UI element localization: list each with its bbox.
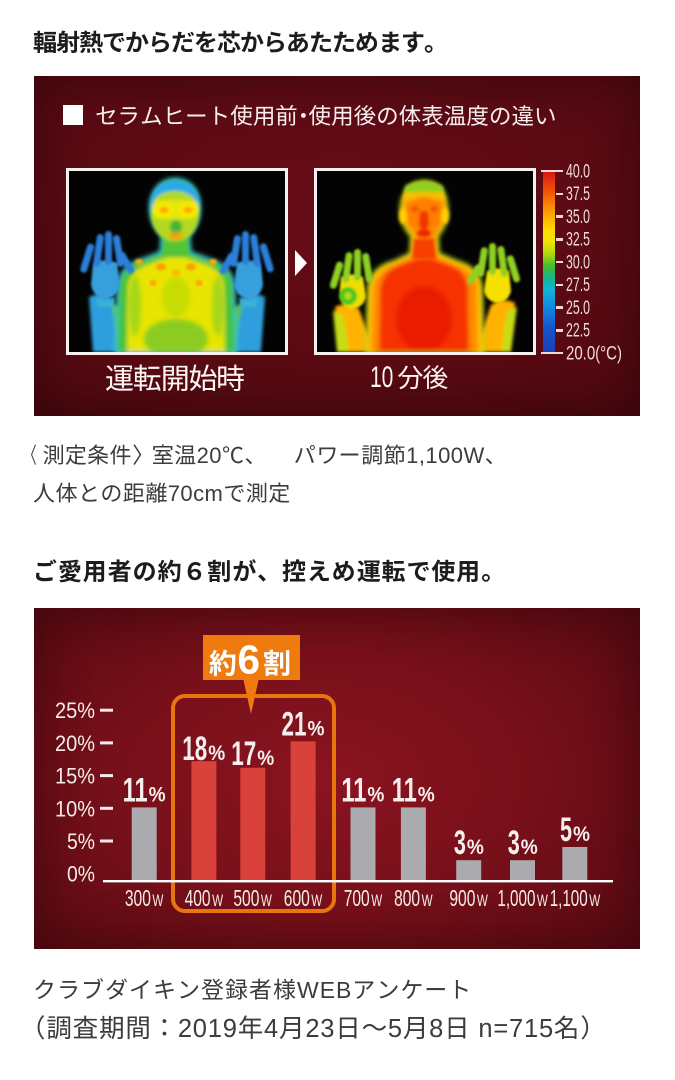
- svg-text:40.0: 40.0: [566, 156, 590, 183]
- svg-text:%: %: [308, 717, 325, 740]
- svg-text:22.5: 22.5: [566, 316, 590, 343]
- svg-text:%: %: [149, 783, 166, 806]
- svg-text:W: W: [477, 891, 488, 910]
- svg-text:W: W: [311, 891, 322, 910]
- svg-text:%: %: [367, 783, 384, 806]
- svg-text:500: 500: [233, 885, 259, 911]
- svg-text:20%: 20%: [55, 731, 95, 756]
- svg-text:0%: 0%: [67, 862, 95, 887]
- svg-text:27.5: 27.5: [566, 270, 590, 297]
- svg-text:割: 割: [263, 643, 291, 683]
- svg-text:%: %: [521, 836, 538, 859]
- svg-text:約: 約: [209, 643, 237, 683]
- svg-text:5: 5: [560, 811, 572, 849]
- svg-text:10%: 10%: [55, 796, 95, 821]
- svg-text:30.0: 30.0: [566, 247, 590, 274]
- svg-text:11: 11: [341, 771, 366, 809]
- svg-text:W: W: [589, 891, 600, 910]
- svg-text:W: W: [537, 891, 548, 910]
- svg-text:25.0: 25.0: [566, 293, 590, 320]
- svg-text:%: %: [573, 823, 590, 846]
- svg-text:11: 11: [392, 771, 417, 809]
- svg-text:18: 18: [182, 730, 207, 768]
- svg-text:W: W: [371, 891, 382, 910]
- svg-text:20.0(°C): 20.0(°C): [566, 338, 622, 365]
- svg-text:1,100: 1,100: [550, 885, 588, 911]
- svg-text:3: 3: [508, 824, 520, 862]
- svg-text:1,000: 1,000: [497, 885, 535, 911]
- svg-text:%: %: [418, 783, 435, 806]
- svg-text:15%: 15%: [55, 764, 95, 789]
- svg-text:17: 17: [231, 735, 256, 773]
- svg-text:5%: 5%: [67, 829, 95, 854]
- svg-text:35.0: 35.0: [566, 202, 590, 229]
- svg-text:6: 6: [238, 637, 261, 683]
- svg-text:%: %: [257, 747, 274, 770]
- svg-text:32.5: 32.5: [566, 225, 590, 252]
- svg-text:W: W: [422, 891, 433, 910]
- svg-text:600: 600: [284, 885, 310, 911]
- svg-text:400: 400: [185, 885, 211, 911]
- svg-text:3: 3: [454, 824, 466, 862]
- svg-text:W: W: [152, 891, 163, 910]
- svg-text:37.5: 37.5: [566, 179, 590, 206]
- svg-text:900: 900: [449, 885, 475, 911]
- svg-text:W: W: [261, 891, 272, 910]
- svg-text:W: W: [212, 891, 223, 910]
- svg-text:25%: 25%: [55, 698, 95, 723]
- svg-text:800: 800: [394, 885, 420, 911]
- svg-text:%: %: [467, 836, 484, 859]
- svg-text:700: 700: [344, 885, 370, 911]
- svg-text:11: 11: [123, 771, 148, 809]
- svg-text:300: 300: [125, 885, 151, 911]
- svg-text:21: 21: [282, 705, 307, 743]
- svg-text:%: %: [208, 742, 225, 765]
